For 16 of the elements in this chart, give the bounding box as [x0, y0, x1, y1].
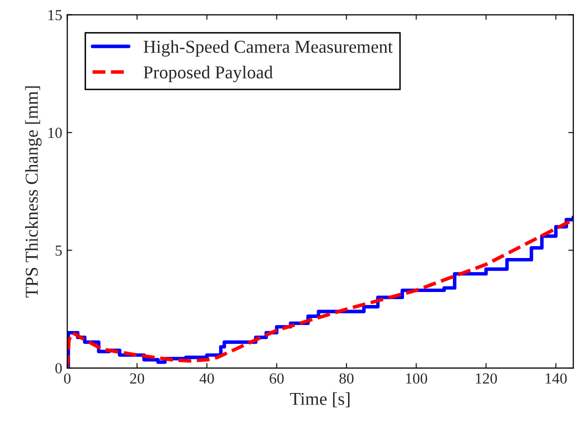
y-axis-title: TPS Thickness Change [mm]: [25, 86, 42, 298]
x-tick-label: 80: [339, 373, 354, 384]
x-tick-label: 140: [546, 373, 567, 384]
x-tick-label: 60: [270, 373, 284, 384]
y-tick-label: 10: [48, 128, 62, 138]
x-tick-label: 100: [406, 373, 428, 384]
y-tick-label: 5: [56, 246, 62, 256]
x-tick-label: 0: [64, 373, 71, 384]
legend-label: High-Speed Camera Measurement: [144, 40, 393, 57]
legend-label: Proposed Payload: [144, 66, 273, 82]
y-tick-label: 15: [48, 10, 62, 20]
x-axis-title: Time [s]: [290, 392, 350, 408]
x-tick-label: 20: [130, 373, 144, 384]
x-tick-label: 40: [200, 373, 214, 384]
y-tick-label: 0: [55, 363, 62, 374]
x-tick-label: 120: [476, 373, 497, 384]
